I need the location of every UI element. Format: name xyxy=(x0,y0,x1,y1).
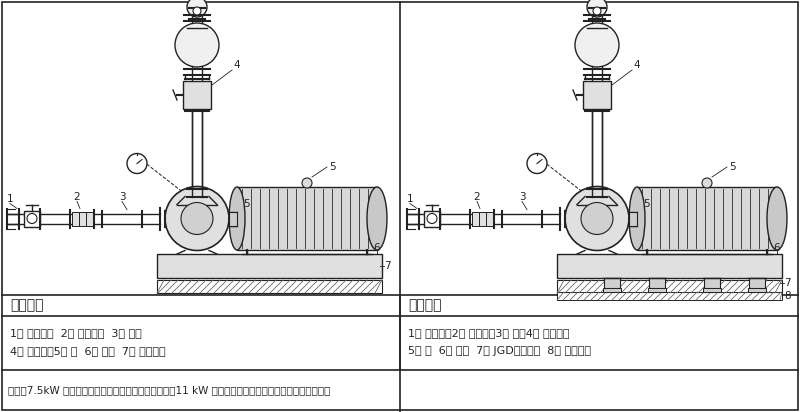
Bar xyxy=(472,211,479,225)
Ellipse shape xyxy=(767,187,787,250)
Bar xyxy=(557,254,782,278)
Bar xyxy=(479,211,486,225)
Circle shape xyxy=(527,154,547,173)
Text: 4: 4 xyxy=(634,60,640,70)
Bar xyxy=(649,278,665,288)
Bar xyxy=(157,280,382,293)
Circle shape xyxy=(302,178,312,188)
Text: 3: 3 xyxy=(118,192,126,201)
Bar xyxy=(183,81,211,109)
Circle shape xyxy=(175,23,219,67)
Text: 刚性连接: 刚性连接 xyxy=(10,299,43,312)
Bar xyxy=(748,288,766,292)
Bar xyxy=(583,81,611,109)
Bar xyxy=(557,292,782,300)
Bar xyxy=(79,211,86,225)
Text: 说明：7.5kW 以下水泵可配隔振垄直接安装在基础上；11 kW 以上时，隔振器与基础可钓膨胀螺栓相联。: 说明：7.5kW 以下水泵可配隔振垄直接安装在基础上；11 kW 以上时，隔振器… xyxy=(8,385,330,395)
Circle shape xyxy=(27,213,37,223)
Bar xyxy=(237,187,377,250)
Bar xyxy=(648,288,666,292)
Circle shape xyxy=(127,154,147,173)
Bar xyxy=(86,211,93,225)
Bar xyxy=(424,211,440,227)
Text: 1． 进口球阀  2． 拠性接头  3． 直管: 1． 进口球阀 2． 拠性接头 3． 直管 xyxy=(10,328,142,338)
Bar xyxy=(486,211,493,225)
Text: 5: 5 xyxy=(729,162,735,172)
Text: 2: 2 xyxy=(474,192,480,201)
Text: 2: 2 xyxy=(74,192,80,201)
Text: 5: 5 xyxy=(644,199,650,208)
Circle shape xyxy=(193,7,201,15)
Bar xyxy=(604,278,620,288)
Bar xyxy=(603,288,621,292)
Text: 5: 5 xyxy=(244,199,250,208)
Circle shape xyxy=(427,213,437,223)
Bar xyxy=(703,288,721,292)
Bar xyxy=(704,278,720,288)
Text: 柔性连接: 柔性连接 xyxy=(408,299,442,312)
Circle shape xyxy=(181,203,213,234)
Text: 4． 出口闸锔5． 泵  6． 底座  7． 水泥基座: 4． 出口闸锔5． 泵 6． 底座 7． 水泥基座 xyxy=(10,346,166,356)
Bar xyxy=(637,187,777,250)
Text: 5． 泵  6． 底座  7． JGD型减振器  8． 水泥基座: 5． 泵 6． 底座 7． JGD型减振器 8． 水泥基座 xyxy=(408,346,591,356)
Text: 1: 1 xyxy=(406,194,414,204)
Ellipse shape xyxy=(629,187,645,250)
Text: 6: 6 xyxy=(374,243,380,253)
Text: 4: 4 xyxy=(234,60,240,70)
Text: 1: 1 xyxy=(6,194,14,204)
Circle shape xyxy=(165,187,229,250)
Text: 8: 8 xyxy=(784,291,790,301)
Circle shape xyxy=(587,0,607,17)
Text: 7: 7 xyxy=(784,278,790,288)
Circle shape xyxy=(575,23,619,67)
Ellipse shape xyxy=(229,187,245,250)
Ellipse shape xyxy=(367,187,387,250)
Bar xyxy=(24,211,40,227)
Text: 5: 5 xyxy=(329,162,335,172)
Circle shape xyxy=(593,7,601,15)
Bar xyxy=(629,211,637,225)
Circle shape xyxy=(187,0,207,17)
Bar xyxy=(157,254,382,278)
Bar xyxy=(557,280,782,293)
Bar xyxy=(749,278,765,288)
Circle shape xyxy=(702,178,712,188)
Bar xyxy=(229,211,237,225)
Text: 3: 3 xyxy=(518,192,526,201)
Text: 1． 进口球镀2． 拠性接印3． 直管4． 出口闸锄: 1． 进口球镀2． 拠性接印3． 直管4． 出口闸锄 xyxy=(408,328,570,338)
Circle shape xyxy=(565,187,629,250)
Circle shape xyxy=(581,203,613,234)
Text: 7: 7 xyxy=(384,261,390,271)
Text: 6: 6 xyxy=(774,243,780,253)
Bar xyxy=(72,211,79,225)
